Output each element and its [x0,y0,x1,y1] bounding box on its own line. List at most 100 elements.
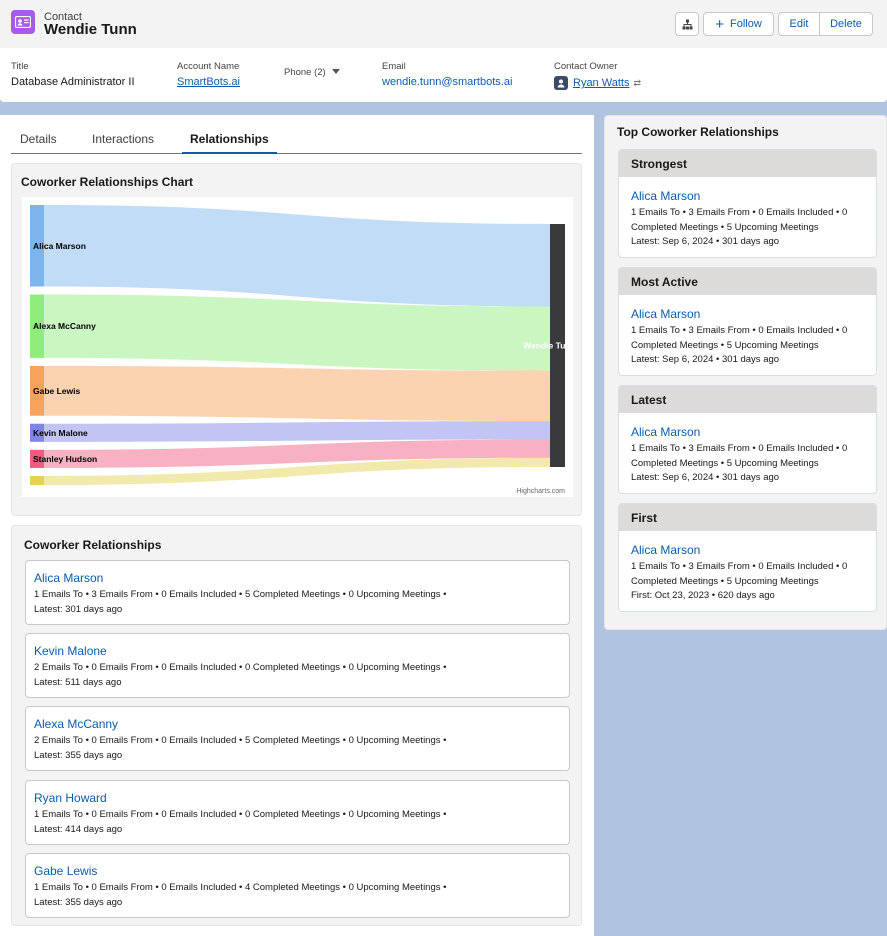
hierarchy-icon [682,19,692,29]
relationship-name-link[interactable]: Ryan Howard [34,791,107,805]
email-field: Email wendie.tunn@smartbots.ai [382,61,512,88]
edit-button[interactable]: Edit [778,12,820,36]
record-actions: + Follow Edit Delete [675,12,873,36]
sankey-link [44,365,550,422]
email-label: Email [382,61,406,72]
phone-field[interactable]: Phone (2) [284,64,341,78]
list-item: Ryan Howard 1 Emails To • 0 Emails From … [25,780,570,845]
tab-interactions[interactable]: Interactions [92,132,155,146]
email-link[interactable]: wendie.tunn@smartbots.ai [382,76,513,88]
relationship-stats: 2 Emails To • 0 Emails From • 0 Emails I… [34,662,447,673]
top-card-first: First Alica Marson 1 Emails To • 3 Email… [618,503,877,612]
hierarchy-button[interactable] [675,12,699,36]
object-type-label: Contact [44,11,82,23]
owner-link[interactable]: Ryan Watts [573,77,630,89]
top-card-heading: First [631,511,658,525]
account-label: Account Name [177,61,240,72]
sankey-node [30,449,44,468]
sankey-link [44,294,550,371]
relationship-stats: 1 Emails To • 0 Emails From • 0 Emails I… [34,882,447,893]
record-name: Wendie Tunn [44,21,137,38]
relationship-latest: Latest: 414 days ago [34,824,123,835]
top-relationships-title: Top Coworker Relationships [617,125,779,139]
sankey-target-label: Wendie Tunn [523,341,573,351]
sankey-svg: Alica Marson Alexa McCanny Gabe Lewis Kevin… [30,205,576,495]
relationships-panel: Coworker Relationships Alica Marson 1 Em… [11,525,582,926]
relationship-name-link[interactable]: Gabe Lewis [34,864,98,878]
tab-relationships[interactable]: Relationships [182,132,277,154]
top-card-name-link[interactable]: Alica Marson [631,543,701,557]
top-card-header: First [619,504,876,531]
title-value: Database Administrator II [11,76,135,88]
chevron-down-icon [332,69,341,75]
sankey-target-node [550,224,565,467]
tab-details[interactable]: Details [20,132,57,146]
phone-label: Phone (2) [284,67,326,78]
top-card-latest: Latest Alica Marson 1 Emails To • 3 Emai… [618,385,877,494]
list-item: Alexa McCanny 2 Emails To • 0 Emails Fro… [25,706,570,771]
top-card-stats-2: Completed Meetings • 5 Upcoming Meetings [631,576,819,587]
top-card-stats-2: Completed Meetings • 5 Upcoming Meetings [631,458,819,469]
owner-row: Ryan Watts ⇄ [554,76,641,90]
relationship-stats: 1 Emails To • 3 Emails From • 0 Emails I… [34,589,447,600]
relationship-stats: 2 Emails To • 0 Emails From • 0 Emails I… [34,735,447,746]
account-link[interactable]: SmartBots.ai [177,76,240,88]
sankey-node [30,475,44,485]
chart-panel-title: Coworker Relationships Chart [21,175,194,189]
title-field: Title Database Administrator II [11,61,135,88]
top-card-stats-1: 1 Emails To • 3 Emails From • 0 Emails I… [631,561,848,572]
list-item: Kevin Malone 2 Emails To • 0 Emails From… [25,633,570,698]
top-card-most-active: Most Active Alica Marson 1 Emails To • 3… [618,267,877,376]
relationship-stats: 1 Emails To • 0 Emails From • 0 Emails I… [34,809,447,820]
sankey-node-label: Kevin Malone [33,428,88,438]
top-card-date: First: Oct 23, 2023 • 620 days ago [631,590,775,601]
main-card: Details Interactions Relationships Cowor… [0,115,594,936]
top-relationships-card: Top Coworker Relationships Strongest Ali… [604,115,887,630]
relationship-latest: Latest: 301 days ago [34,604,123,615]
avatar [554,76,568,90]
relationship-name-link[interactable]: Alica Marson [34,571,104,585]
top-card-name-link[interactable]: Alica Marson [631,425,701,439]
plus-icon: + [715,15,724,33]
top-card-name-link[interactable]: Alica Marson [631,307,701,321]
sankey-node [30,365,44,416]
follow-label: Follow [729,18,762,30]
top-card-header: Latest [619,386,876,413]
top-card-heading: Strongest [631,157,688,171]
account-field: Account Name SmartBots.ai [177,61,240,88]
tab-bar: Details Interactions Relationships [11,128,582,154]
owner-field: Contact Owner Ryan Watts ⇄ [554,61,641,90]
sankey-node [30,294,44,358]
top-card-stats-1: 1 Emails To • 3 Emails From • 0 Emails I… [631,207,848,218]
top-card-heading: Most Active [631,275,698,289]
top-card-date: Latest: Sep 6, 2024 • 301 days ago [631,472,780,483]
sankey-node-label: Gabe Lewis [33,386,81,396]
relationship-latest: Latest: 511 days ago [34,677,122,688]
chart-panel: Coworker Relationships Chart Alica Marso… [11,163,582,516]
top-card-date: Latest: Sep 6, 2024 • 301 days ago [631,236,780,247]
sankey-chart: Alica Marson Alexa McCanny Gabe Lewis Kevin… [22,197,576,497]
follow-button[interactable]: + Follow [703,12,774,36]
relationship-name-link[interactable]: Kevin Malone [34,644,107,658]
sankey-node [30,423,44,442]
relationship-latest: Latest: 355 days ago [34,897,123,908]
sankey-node-label: Stanley Hudson [33,454,97,464]
top-card-name-link[interactable]: Alica Marson [631,189,701,203]
top-card-stats-1: 1 Emails To • 3 Emails From • 0 Emails I… [631,443,848,454]
list-item: Gabe Lewis 1 Emails To • 0 Emails From •… [25,853,570,918]
top-card-heading: Latest [631,393,667,407]
change-owner-icon[interactable]: ⇄ [633,77,641,88]
top-card-header: Strongest [619,150,876,177]
record-header: Contact Wendie Tunn + Follow Edit Delete… [0,0,887,102]
sankey-node-label: Alica Marson [33,241,86,251]
chart-credit: Highcharts.com [516,488,565,495]
contact-icon [11,10,35,34]
delete-button[interactable]: Delete [820,12,873,36]
sankey-link [44,439,550,468]
top-card-stats-1: 1 Emails To • 3 Emails From • 0 Emails I… [631,325,848,336]
top-card-header: Most Active [619,268,876,295]
relationship-name-link[interactable]: Alexa McCanny [34,717,119,731]
sankey-node [30,205,44,287]
relationships-title: Coworker Relationships [24,538,162,552]
top-card-strongest: Strongest Alica Marson 1 Emails To • 3 E… [618,149,877,258]
